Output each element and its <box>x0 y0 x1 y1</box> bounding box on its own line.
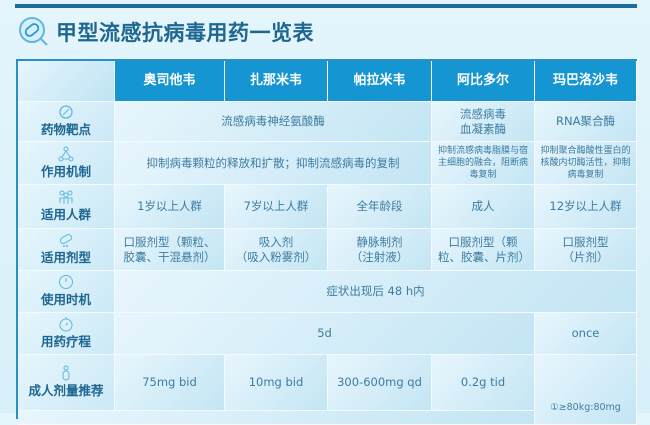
drug-table: 奥司他韦 扎那米韦 帕拉米韦 阿比多尔 玛巴洛沙韦 药物靶点 流感病毒神经氨酸酶… <box>16 59 637 425</box>
col-header: 扎那米韦 <box>225 61 328 102</box>
next-row <box>18 411 535 425</box>
cell: ①≥80kg:80mg <box>535 355 637 425</box>
row-label-target: 药物靶点 <box>18 102 115 142</box>
cell: 口服剂型 （片剂） <box>535 229 637 271</box>
label-text: 适用人群 <box>40 207 91 223</box>
cell: 抑制流感病毒脂膜与宿主细胞的融合，阻断病毒复制 <box>432 142 535 185</box>
cell: RNA聚合酶 <box>535 102 637 142</box>
cell: 1岁以上人群 <box>115 185 225 229</box>
people-icon <box>59 190 73 205</box>
label-text: 使用时机 <box>40 292 91 308</box>
label-text: 药物靶点 <box>40 122 91 138</box>
row-label-timing: 使用时机 <box>18 271 115 313</box>
cell: 成人 <box>432 185 535 229</box>
molecule-icon <box>58 146 74 162</box>
label-text: 作用机制 <box>40 163 91 179</box>
cell: 抑制聚合酶酸性蛋白的核酸内切酶活性，抑制病毒复制 <box>535 142 637 185</box>
label-text: 适用剂型 <box>40 250 91 266</box>
cell: 全年龄段 <box>328 185 432 229</box>
cell: once <box>535 313 637 355</box>
col-header: 奥司他韦 <box>115 61 225 102</box>
col-header: 帕拉米韦 <box>328 61 432 102</box>
cell: 流感病毒神经氨酸酶 <box>115 102 432 142</box>
row-label-dose: 成人剂量推荐 <box>18 355 115 411</box>
col-header: 玛巴洛沙韦 <box>535 61 637 102</box>
cell: 12岁以上人群 <box>535 185 637 229</box>
person-icon <box>62 365 70 381</box>
cell: 75mg bid <box>115 355 225 411</box>
cell: 口服剂型（颗粒、胶囊、干混悬剂） <box>115 229 225 271</box>
label-text: 用药疗程 <box>40 334 91 350</box>
top-rule <box>15 4 637 8</box>
cell: 口服剂型（颗粒、胶囊、片剂） <box>432 229 535 271</box>
cell: 7岁以上人群 <box>225 185 328 229</box>
row-label-mechanism: 作用机制 <box>18 142 115 185</box>
cell: 5d <box>115 313 535 355</box>
capsule-magnifier-icon <box>19 17 48 46</box>
col-header: 阿比多尔 <box>432 61 535 102</box>
corner-cell <box>18 61 115 102</box>
clock-icon <box>59 275 73 290</box>
label-text: 成人剂量推荐 <box>28 383 104 399</box>
cell: 流感病毒 血凝素酶 <box>432 102 535 142</box>
row-label-course: 用药疗程 <box>18 313 115 355</box>
cell: 抑制病毒颗粒的释放和扩散；抑制流感病毒的复制 <box>115 142 432 185</box>
pill-icon <box>59 234 73 248</box>
stopwatch-icon <box>59 317 73 332</box>
cell: 症状出现后 48 h内 <box>115 271 637 313</box>
cell: 吸入剂 （吸入粉雾剂） <box>225 229 328 271</box>
row-label-form: 适用剂型 <box>18 229 115 271</box>
cell: 0.2g tid <box>432 355 535 411</box>
cell: 10mg bid <box>225 355 328 411</box>
row-label-population: 适用人群 <box>18 185 115 229</box>
page-title: 甲型流感抗病毒用药一览表 <box>56 21 314 45</box>
target-icon <box>59 105 73 120</box>
cell: 静脉制剂 （注射液） <box>328 229 432 271</box>
cell: 300-600mg qd <box>328 355 432 411</box>
